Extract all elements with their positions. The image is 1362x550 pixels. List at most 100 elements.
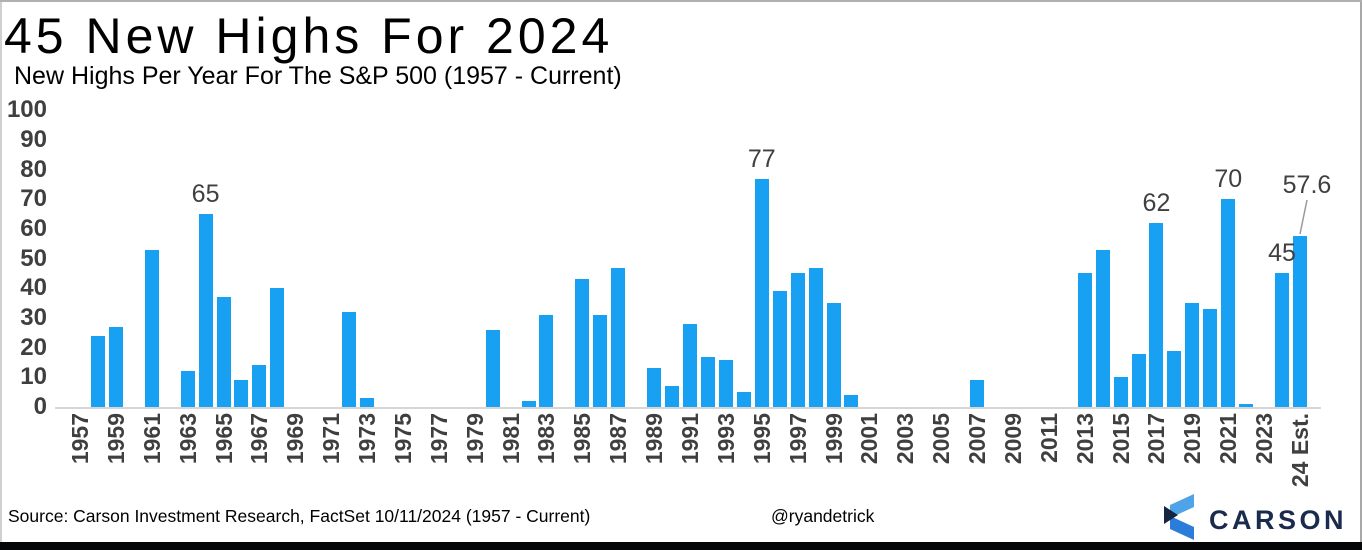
y-tick-label-100: 100 [6, 96, 47, 124]
x-tick-label-1995: 1995 [748, 413, 775, 465]
bar-2024 [1275, 273, 1290, 407]
bar-1968 [270, 288, 285, 407]
bar-value-label-24-est: 57.6 [1282, 171, 1332, 200]
bar-2015 [1113, 377, 1128, 407]
x-tick-label-1997: 1997 [784, 413, 811, 465]
x-tick-label-2021: 2021 [1215, 413, 1242, 465]
x-axis-line [55, 407, 1321, 409]
x-tick-label-2001: 2001 [856, 413, 883, 465]
x-tick-label-2017: 2017 [1143, 413, 1170, 465]
bar-1983 [539, 315, 554, 407]
carson-logo-icon [1164, 494, 1194, 540]
bar-value-label-2017: 62 [1142, 189, 1171, 218]
x-tick-label-1987: 1987 [605, 413, 632, 465]
bar-2007 [970, 380, 985, 407]
x-tick-label-1967: 1967 [246, 413, 273, 465]
x-tick-label-1977: 1977 [425, 413, 452, 465]
x-tick-label-2009: 2009 [999, 413, 1026, 465]
bar-1965 [216, 297, 231, 407]
bar-2018 [1167, 350, 1182, 407]
bar-1959 [108, 326, 123, 407]
x-tick-label-2007: 2007 [964, 413, 991, 465]
source-text: Source: Carson Investment Research, Fact… [8, 506, 591, 526]
x-tick-label-1979: 1979 [461, 413, 488, 465]
bar-1999 [826, 303, 841, 407]
bottom-navy-bar [0, 542, 1362, 550]
y-tick-label-90: 90 [20, 125, 47, 153]
carson-logo-text: CARSON [1209, 505, 1348, 535]
bar-1963 [180, 371, 195, 407]
x-tick-label-1989: 1989 [641, 413, 668, 465]
x-tick-label-2003: 2003 [892, 413, 919, 465]
bar-1973 [360, 398, 375, 407]
bar-1990 [665, 386, 680, 407]
x-tick-label-2011: 2011 [1035, 413, 1062, 463]
bar-1985 [575, 279, 590, 407]
x-tick-label-1985: 1985 [569, 413, 596, 465]
x-tick-label-24-est: 24 Est. [1286, 413, 1313, 488]
bar-1987 [611, 267, 626, 407]
x-tick-label-1991: 1991 [676, 413, 703, 465]
x-tick-label-1971: 1971 [318, 413, 345, 465]
y-tick-label-60: 60 [20, 214, 47, 242]
y-tick-label-70: 70 [20, 185, 47, 213]
bar-1991 [682, 323, 697, 407]
bar-value-label-1995: 77 [747, 144, 776, 173]
y-tick-label-50: 50 [20, 244, 47, 272]
x-tick-label-2019: 2019 [1179, 413, 1206, 465]
bar-1997 [790, 273, 805, 407]
bar-2000 [844, 395, 859, 407]
x-tick-label-2013: 2013 [1071, 413, 1098, 465]
twitter-handle: @ryandetrick [771, 506, 875, 526]
bar-1993 [718, 359, 733, 407]
x-tick-label-2015: 2015 [1107, 413, 1134, 465]
chart-title: 45 New Highs For 2024 [4, 8, 614, 64]
bar-value-label-2024: 45 [1268, 239, 1296, 268]
bar-2019 [1185, 303, 1200, 407]
bar-1996 [772, 291, 787, 407]
bar-1964 [198, 214, 213, 407]
bar-1966 [234, 380, 249, 407]
bar-1992 [700, 356, 715, 407]
y-tick-label-20: 20 [20, 333, 47, 361]
bar-1998 [808, 267, 823, 407]
bar-2017 [1149, 223, 1164, 407]
bar-1982 [521, 401, 536, 407]
bar-1995 [754, 178, 769, 407]
chart-subtitle: New Highs Per Year For The S&P 500 (1957… [14, 62, 622, 90]
x-tick-label-1969: 1969 [282, 413, 309, 465]
bar-1986 [593, 315, 608, 407]
x-tick-label-2023: 2023 [1251, 413, 1278, 465]
x-tick-label-1975: 1975 [389, 413, 416, 465]
bar-2016 [1131, 353, 1146, 407]
bar-1994 [736, 392, 751, 407]
bar-1958 [90, 335, 105, 407]
x-tick-label-1957: 1957 [67, 413, 93, 465]
bar-2020 [1203, 309, 1218, 407]
bar-1972 [342, 312, 357, 407]
bar-2014 [1095, 249, 1110, 407]
bar-value-label-1964: 65 [191, 180, 220, 209]
y-tick-label-30: 30 [20, 303, 47, 331]
bar-2022 [1239, 404, 1254, 407]
x-tick-label-1981: 1981 [497, 413, 524, 465]
x-tick-label-1983: 1983 [533, 413, 560, 465]
x-tick-label-1973: 1973 [354, 413, 381, 465]
x-tick-label-1961: 1961 [138, 413, 165, 465]
bar-value-label-2021: 70 [1214, 165, 1243, 194]
bar-1961 [144, 249, 159, 407]
y-tick-label-40: 40 [20, 274, 47, 302]
y-tick-label-0: 0 [33, 393, 47, 420]
bar-24-est [1292, 236, 1307, 407]
x-tick-label-1963: 1963 [174, 413, 201, 465]
x-tick-label-1999: 1999 [820, 413, 847, 465]
x-tick-label-2005: 2005 [928, 413, 955, 465]
bar-1967 [252, 365, 267, 407]
bar-2013 [1077, 273, 1092, 407]
x-tick-label-1959: 1959 [102, 413, 129, 465]
bar-1980 [485, 329, 500, 407]
bar-2021 [1221, 199, 1236, 407]
bar-1989 [647, 368, 662, 407]
x-tick-label-1993: 1993 [712, 413, 739, 465]
